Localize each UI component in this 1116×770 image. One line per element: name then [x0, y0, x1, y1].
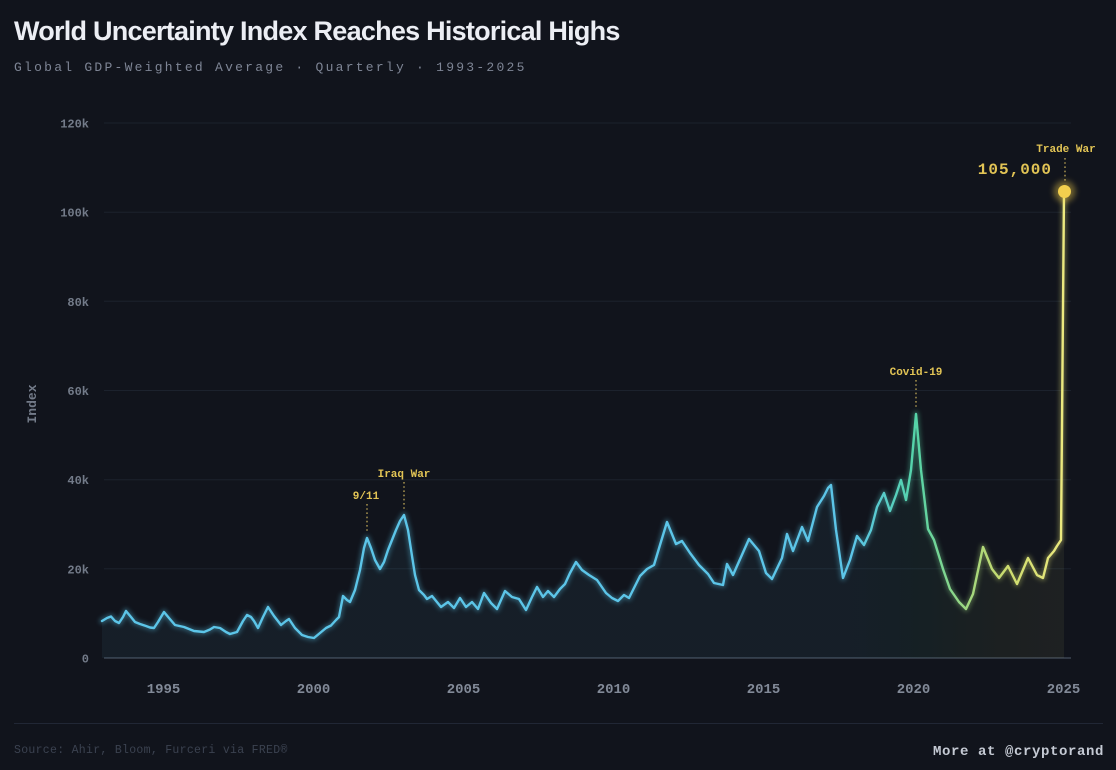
- svg-text:2020: 2020: [897, 682, 931, 698]
- svg-text:Covid-19: Covid-19: [890, 367, 943, 379]
- svg-text:40k: 40k: [67, 474, 89, 488]
- svg-text:9/11: 9/11: [353, 491, 380, 503]
- svg-text:60k: 60k: [67, 385, 89, 399]
- svg-text:120k: 120k: [60, 118, 89, 132]
- svg-text:Index: Index: [25, 384, 40, 423]
- svg-text:100k: 100k: [60, 207, 89, 221]
- svg-text:1995: 1995: [147, 682, 181, 698]
- svg-text:2010: 2010: [597, 682, 631, 698]
- svg-text:20k: 20k: [67, 563, 89, 577]
- svg-text:2000: 2000: [297, 682, 331, 698]
- svg-text:0: 0: [82, 653, 89, 667]
- svg-text:2015: 2015: [747, 682, 781, 698]
- svg-text:Iraq War: Iraq War: [378, 469, 431, 481]
- svg-text:Trade War: Trade War: [1036, 144, 1095, 156]
- svg-text:2025: 2025: [1047, 682, 1081, 698]
- svg-text:105,000: 105,000: [978, 161, 1052, 179]
- svg-text:80k: 80k: [67, 296, 89, 310]
- svg-text:2005: 2005: [447, 682, 481, 698]
